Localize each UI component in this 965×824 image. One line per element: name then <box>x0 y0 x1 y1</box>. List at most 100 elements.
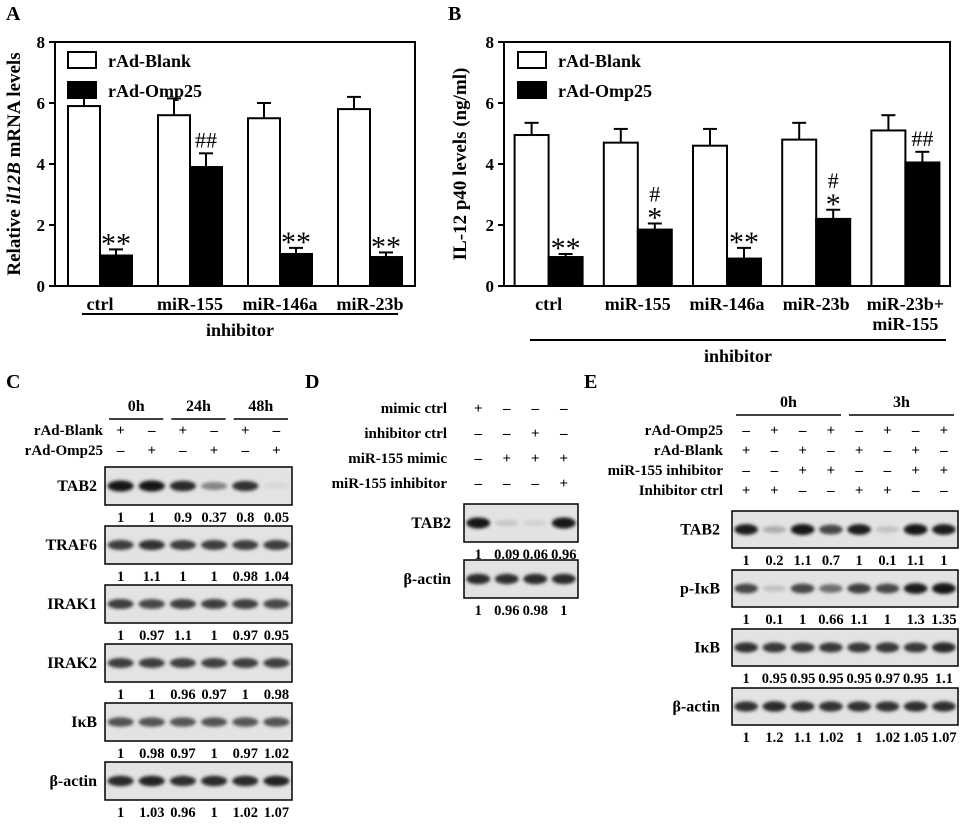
condition-mark: – <box>854 423 863 439</box>
blot-band <box>200 658 228 668</box>
band-quantification: 1 <box>940 553 947 569</box>
band-quantification: 1.02 <box>264 746 289 762</box>
significance-label: # <box>828 168 839 193</box>
blot-band <box>790 524 815 535</box>
blot-band <box>169 775 197 787</box>
category-label: miR-23b <box>337 294 404 314</box>
band-quantification: 1.1 <box>850 612 868 628</box>
y-tick-label: 6 <box>37 94 46 113</box>
blot-band <box>790 583 815 594</box>
blot-band <box>762 642 787 653</box>
condition-mark: – <box>741 423 750 439</box>
category-label: ctrl <box>535 294 562 314</box>
blot-band <box>734 583 758 594</box>
blot-band <box>875 701 900 712</box>
bar-blank <box>692 144 728 287</box>
legend-label: rAd-Blank <box>108 51 191 71</box>
blot-band <box>200 481 228 491</box>
y-axis-label: IL-12 p40 levels (ng/ml) <box>450 68 471 261</box>
condition-mark: – <box>741 463 750 479</box>
band-quantification: 1 <box>210 805 217 821</box>
band-quantification: 1.04 <box>264 569 289 585</box>
condition-mark: + <box>502 451 511 467</box>
category-label: miR-146a <box>690 294 765 314</box>
band-quantification: 0.95 <box>762 671 787 687</box>
condition-mark: + <box>827 423 836 439</box>
condition-mark: + <box>559 476 568 492</box>
band-quantification: 1 <box>475 603 482 619</box>
blot-band <box>169 717 197 727</box>
y-tick-label: 0 <box>486 277 495 296</box>
condition-mark: + <box>531 451 540 467</box>
condition-mark: – <box>911 423 920 439</box>
blot-band <box>138 539 165 551</box>
bar-omp25 <box>904 161 941 288</box>
legend-swatch <box>67 81 97 99</box>
blot-band <box>932 701 956 712</box>
blot-box <box>104 466 293 506</box>
category-label: miR-23b+ <box>867 294 944 314</box>
band-quantification: 1 <box>148 687 155 703</box>
band-quantification: 1 <box>856 553 863 569</box>
band-label: TRAF6 <box>45 537 97 554</box>
condition-label: rAd-Omp25 <box>25 443 103 459</box>
x-axis-label: inhibitor <box>704 346 772 366</box>
blot-band <box>762 585 787 592</box>
bar-omp25 <box>726 257 762 287</box>
blot-band <box>232 717 259 727</box>
condition-mark: – <box>241 443 250 459</box>
band-quantification: 0.8 <box>236 510 254 526</box>
blot-band <box>932 524 956 535</box>
bar-omp25 <box>99 254 133 287</box>
significance-label: * <box>647 201 662 234</box>
condition-label: mimic ctrl <box>381 401 447 417</box>
band-quantification: 1 <box>856 730 863 746</box>
condition-mark: + <box>272 443 281 459</box>
blot-band <box>847 583 871 594</box>
condition-mark: – <box>883 443 892 459</box>
band-quantification: 1 <box>210 746 217 762</box>
condition-mark: + <box>911 463 920 479</box>
blot-band <box>903 524 928 535</box>
condition-mark: + <box>179 423 188 439</box>
band-quantification: 0.98 <box>233 569 258 585</box>
significance-label: # <box>649 181 660 206</box>
band-quantification: 0.97 <box>875 671 900 687</box>
band-quantification: 0.1 <box>765 612 783 628</box>
legend-swatch <box>517 51 547 69</box>
band-quantification: 0.1 <box>878 553 896 569</box>
blot-band <box>263 775 290 787</box>
band-quantification: 0.2 <box>765 553 783 569</box>
legend-label: rAd-Blank <box>558 51 641 71</box>
band-quantification: 1 <box>117 746 124 762</box>
blot-band <box>551 517 576 529</box>
band-quantification: 0.98 <box>139 746 164 762</box>
blot-band <box>232 540 259 550</box>
condition-mark: + <box>827 463 836 479</box>
blot-band <box>932 583 956 594</box>
condition-label: miR-155 mimic <box>348 451 447 467</box>
band-label: p-IκB <box>680 581 720 598</box>
condition-mark: – <box>531 476 540 492</box>
band-quantification: 0.09 <box>494 547 519 563</box>
legend-swatch <box>517 81 547 99</box>
blot-band <box>466 573 491 585</box>
blot-box <box>104 761 293 801</box>
condition-mark: – <box>502 426 511 442</box>
significance-label: ** <box>551 232 581 265</box>
time-label: 3h <box>893 394 910 411</box>
category-label: miR-23b <box>783 294 850 314</box>
condition-mark: + <box>770 423 779 439</box>
blot-band <box>847 642 871 653</box>
band-quantification: 1.03 <box>139 805 164 821</box>
blot-band <box>263 540 290 550</box>
blot-band <box>169 540 197 550</box>
condition-mark: – <box>939 443 948 459</box>
band-quantification: 0.98 <box>523 603 548 619</box>
band-quantification: 0.97 <box>233 746 258 762</box>
condition-mark: + <box>940 423 949 439</box>
band-quantification: 0.95 <box>846 671 871 687</box>
band-quantification: 1 <box>210 628 217 644</box>
band-quantification: 1.05 <box>903 730 928 746</box>
